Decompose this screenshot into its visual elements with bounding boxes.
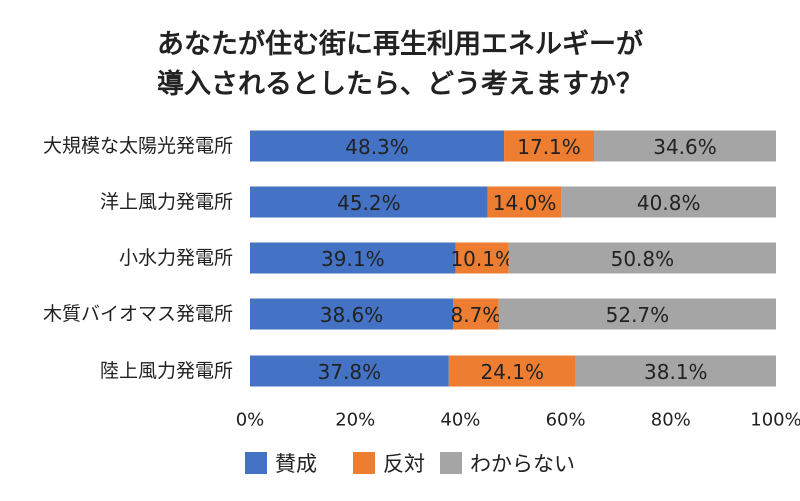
x-tick-label: 0% [236, 410, 265, 431]
data-label: 38.6% [320, 303, 384, 327]
bar-segment-unknown [508, 242, 776, 274]
x-tick-label: 40% [440, 410, 480, 431]
bar-segment-agree [250, 130, 505, 162]
bar-segment-unknown [498, 298, 776, 330]
data-label: 39.1% [321, 247, 385, 271]
legend-swatch [353, 452, 375, 474]
bar-segment-unknown [561, 186, 776, 218]
data-label: 37.8% [318, 360, 382, 384]
data-label: 24.1% [480, 360, 544, 384]
category-label: 陸上風力発電所 [100, 360, 233, 382]
bar-segment-disagree [455, 242, 509, 274]
data-label: 50.8% [611, 247, 675, 271]
category-label: 木質バイオマス発電所 [43, 303, 233, 325]
data-label: 40.8% [637, 191, 701, 215]
bar-segment-unknown [575, 355, 776, 387]
x-tick-label: 100% [750, 410, 800, 431]
category-label: 大規模な太陽光発電所 [43, 135, 233, 157]
x-tick-label: 20% [335, 410, 375, 431]
data-label: 34.6% [653, 135, 717, 159]
data-label: 14.0% [493, 191, 557, 215]
data-label: 17.1% [517, 135, 581, 159]
chart-title-line1: あなたが住む街に再生利用エネルギーが [157, 29, 643, 60]
bar-segment-disagree [504, 130, 595, 162]
data-label: 52.7% [606, 303, 670, 327]
bar-segment-unknown [594, 130, 776, 162]
category-label: 洋上風力発電所 [100, 191, 233, 213]
bar-segment-agree [250, 186, 488, 218]
legend-label: 反対 [383, 452, 425, 476]
x-tick-label: 80% [651, 410, 691, 431]
bar-segment-agree [250, 298, 454, 330]
category-label: 小水力発電所 [119, 247, 233, 269]
bar-segment-disagree [453, 298, 499, 330]
legend-swatch [440, 452, 462, 474]
legend-label: 賛成 [275, 452, 317, 476]
data-label: 10.1% [450, 247, 514, 271]
data-label: 8.7% [451, 303, 502, 327]
bar-segment-agree [250, 355, 449, 387]
x-tick-label: 60% [546, 410, 586, 431]
legend-label: わからない [470, 452, 575, 476]
data-label: 45.2% [337, 191, 401, 215]
bar-segment-agree [250, 242, 456, 274]
bar-segment-disagree [448, 355, 576, 387]
legend-swatch [245, 452, 267, 474]
data-label: 38.1% [644, 360, 708, 384]
bar-segment-disagree [487, 186, 562, 218]
data-label: 48.3% [345, 135, 409, 159]
chart-title-line2: 導入されるとしたら、どう考えますか？ [157, 69, 643, 100]
